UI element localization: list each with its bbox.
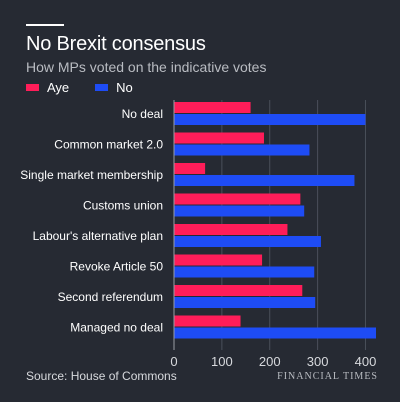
bar-no: [174, 114, 366, 125]
category-label: Customs union: [83, 199, 163, 213]
brand-logo-text: FINANCIAL TIMES: [277, 371, 378, 382]
x-tick-label: 0: [170, 354, 177, 369]
x-tick-label: 400: [355, 354, 377, 369]
legend-label-aye: Aye: [47, 80, 70, 95]
category-label: Common market 2.0: [54, 138, 163, 152]
legend-item-no: No: [95, 80, 133, 95]
legend-swatch-no: [95, 84, 109, 91]
bar-aye: [174, 193, 301, 205]
bar-no: [174, 144, 310, 156]
title-rule: [26, 24, 64, 26]
bar-aye: [174, 224, 288, 235]
category-label: Single market membership: [20, 168, 163, 182]
chart-subtitle: How MPs voted on the indicative votes: [26, 59, 267, 75]
bar-no: [174, 327, 376, 339]
bar-aye: [174, 285, 303, 296]
bar-aye: [174, 254, 263, 266]
category-label: Managed no deal: [70, 321, 163, 335]
bar-aye: [174, 132, 264, 144]
x-tick-label: 200: [259, 354, 281, 369]
category-label: Second referendum: [58, 290, 163, 304]
category-label: Labour's alternative plan: [33, 229, 163, 243]
bar-aye: [174, 315, 241, 327]
legend-swatch-aye: [26, 84, 39, 91]
category-label: Revoke Article 50: [70, 260, 164, 274]
bar-no: [174, 205, 305, 217]
legend: Aye No: [26, 80, 159, 95]
chart-title: No Brexit consensus: [26, 33, 206, 55]
bar-aye: [174, 102, 251, 113]
x-tick-label: 100: [211, 354, 233, 369]
x-tick-label: 300: [307, 354, 329, 369]
bar-aye: [174, 163, 206, 174]
bar-no: [174, 175, 355, 186]
bar-no: [174, 297, 316, 308]
bar-no: [174, 236, 321, 247]
legend-item-aye: Aye: [26, 80, 69, 95]
category-label: No deal: [122, 107, 163, 121]
bar-no: [174, 266, 315, 278]
legend-label-no: No: [116, 80, 133, 95]
source-note: Source: House of Commons: [26, 369, 177, 383]
